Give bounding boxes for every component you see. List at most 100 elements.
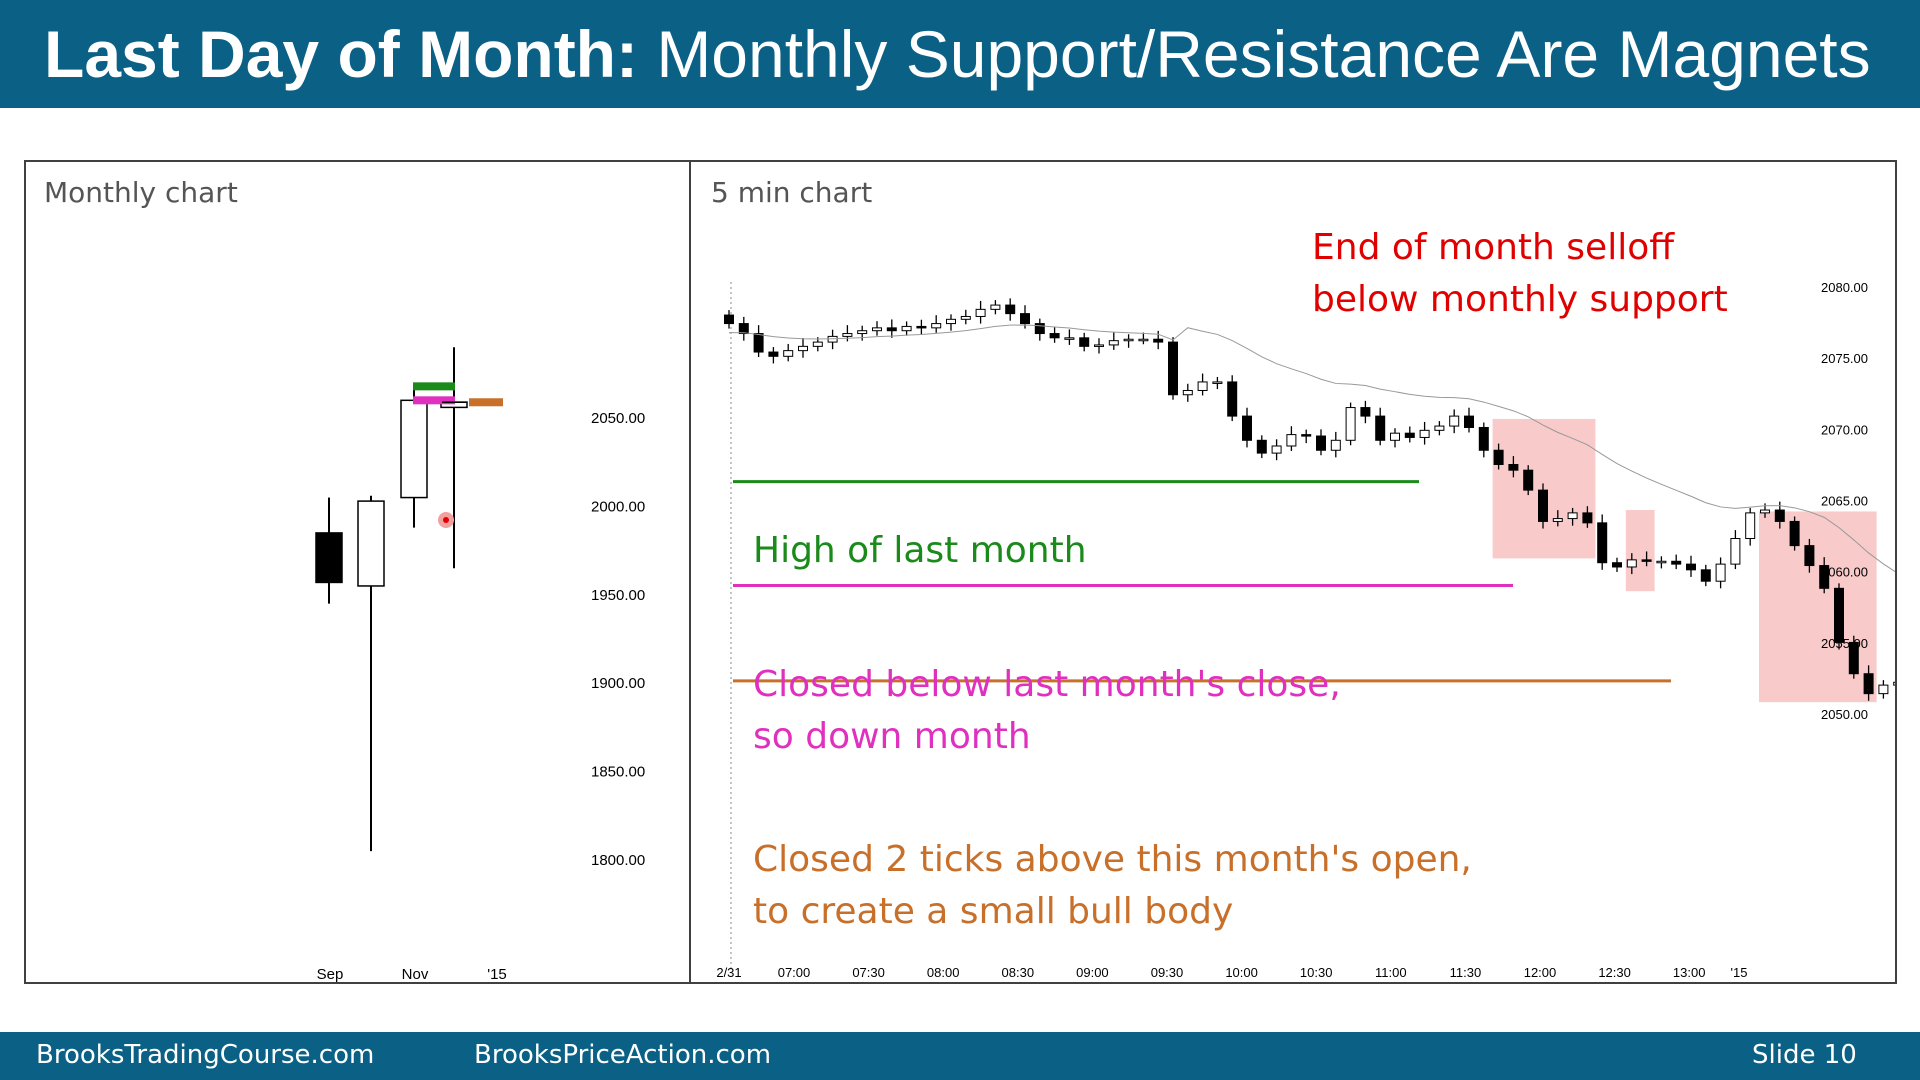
candle-body bbox=[1700, 569, 1711, 582]
monthly-x-tick-label: Nov bbox=[402, 966, 429, 982]
annotation-closed-below: Closed below last month's close, so down… bbox=[753, 659, 1341, 763]
five-min-chart: 2080.00 2075.00 2070.00 2065.00 2060.00 2055.… bbox=[716, 280, 1895, 980]
candle-body bbox=[1404, 432, 1415, 438]
candle-body bbox=[975, 308, 986, 317]
candle-body bbox=[1893, 681, 1895, 686]
candle-body bbox=[960, 315, 971, 320]
five-min-x-tick-label: 12:00 bbox=[1524, 965, 1557, 980]
candle-body bbox=[1242, 415, 1252, 441]
candle-body bbox=[886, 327, 897, 332]
annotation-selloff: End of month selloff below monthly suppo… bbox=[1312, 222, 1728, 326]
five-min-x-tick-label: 11:30 bbox=[1450, 965, 1482, 980]
candle-body bbox=[1597, 522, 1608, 564]
moving-average-line bbox=[728, 324, 1895, 573]
candle-body bbox=[916, 325, 927, 329]
monthly-candle-body bbox=[400, 399, 428, 499]
slide-header: Last Day of Month: Monthly Support/Resis… bbox=[0, 0, 1920, 108]
five-min-x-tick-label: 07:00 bbox=[778, 965, 811, 980]
candle-body bbox=[1612, 562, 1622, 568]
candle-body bbox=[1049, 333, 1060, 339]
candle-body bbox=[1330, 439, 1341, 451]
candle-body bbox=[1360, 407, 1371, 417]
candle-body bbox=[1375, 415, 1386, 441]
candle-body bbox=[1745, 512, 1756, 540]
five-min-x-tick-label: 08:00 bbox=[927, 965, 960, 980]
candle-body bbox=[1552, 518, 1563, 522]
annotation-closed-below-line2: so down month bbox=[753, 716, 1031, 757]
monthly-x-tick-label: '15 bbox=[487, 966, 507, 982]
five-min-chart-panel: 2080.00 2075.00 2070.00 2065.00 2060.00 2055.… bbox=[689, 160, 1897, 984]
candle-body bbox=[1182, 389, 1193, 396]
candle-body bbox=[1256, 439, 1267, 454]
candle-body bbox=[1464, 415, 1474, 428]
monthly-chart-panel: 2050.00 2000.00 1950.00 1900.00 1850.00 1800.… bbox=[24, 160, 691, 984]
candle-body bbox=[901, 325, 912, 332]
candle-body bbox=[1567, 512, 1578, 520]
annotation-high-line1: High of last month bbox=[753, 530, 1087, 571]
annotation-high-last-month: High of last month bbox=[753, 525, 1087, 577]
candle-body bbox=[857, 330, 868, 335]
monthly-y-tick-label: 1900.00 bbox=[591, 675, 645, 692]
footer-site-left[interactable]: BrooksTradingCourse.com bbox=[36, 1040, 375, 1070]
candle-body bbox=[768, 351, 779, 357]
candle-body bbox=[1020, 313, 1030, 325]
annotation-open-line2: to create a small bull body bbox=[753, 891, 1234, 932]
candle-body bbox=[1449, 415, 1460, 427]
candle-body bbox=[1626, 559, 1637, 568]
five-min-x-tick-label: 07:30 bbox=[852, 965, 885, 980]
candle-body bbox=[1523, 469, 1534, 491]
candle-body bbox=[1538, 489, 1548, 522]
candle-body bbox=[1715, 563, 1726, 582]
candle-body bbox=[1686, 563, 1696, 571]
candle-body bbox=[1760, 509, 1770, 514]
five-min-x-tick-label: 08:30 bbox=[1002, 965, 1035, 980]
five-min-y-tick-label: 2075.00 bbox=[1821, 351, 1868, 366]
candle-body bbox=[1878, 684, 1889, 695]
annotation-closed-above-open: Closed 2 ticks above this month's open, … bbox=[753, 834, 1472, 938]
candle-body bbox=[1212, 381, 1223, 384]
monthly-candle-body bbox=[315, 532, 343, 584]
footer-site-center[interactable]: BrooksPriceAction.com bbox=[474, 1040, 772, 1070]
candle-body bbox=[872, 327, 882, 332]
five-min-x-tick-label: 13:00 bbox=[1673, 965, 1706, 980]
slide-footer: BrooksTradingCourse.com BrooksPriceActio… bbox=[0, 1032, 1920, 1080]
monthly-y-tick-label: 1850.00 bbox=[591, 764, 645, 781]
five-min-x-tick-label: '15 bbox=[1731, 965, 1748, 980]
five-min-x-tick-label: 10:30 bbox=[1300, 965, 1333, 980]
five-min-y-tick-label: 2050.00 bbox=[1821, 707, 1868, 722]
candle-body bbox=[1079, 337, 1090, 347]
candle-body bbox=[1094, 344, 1104, 347]
candle-body bbox=[724, 314, 734, 325]
candle-body bbox=[842, 333, 853, 337]
slide-number: Slide 10 bbox=[1752, 1040, 1857, 1070]
candle-body bbox=[1108, 340, 1119, 346]
candle-body bbox=[753, 333, 764, 353]
five-min-y-tick-label: 2065.00 bbox=[1821, 494, 1868, 509]
highlight-box bbox=[1759, 511, 1877, 703]
candle-body bbox=[1819, 565, 1830, 589]
candle-body bbox=[1834, 587, 1844, 643]
candle-body bbox=[1168, 341, 1178, 396]
monthly-close-marker bbox=[413, 396, 455, 405]
candle-body bbox=[798, 345, 808, 352]
candle-body bbox=[1641, 559, 1652, 562]
candle-body bbox=[1434, 425, 1445, 431]
monthly-candle-body bbox=[357, 500, 385, 587]
candle-body bbox=[1493, 449, 1504, 465]
candle-body bbox=[1005, 304, 1016, 315]
five-min-chart-title: 5 min chart bbox=[711, 176, 873, 209]
candle-body bbox=[783, 350, 794, 357]
candle-body bbox=[1508, 463, 1519, 471]
candle-body bbox=[1197, 381, 1208, 391]
monthly-y-tick-label: 1800.00 bbox=[591, 852, 645, 869]
five-min-x-tick-label: 09:30 bbox=[1151, 965, 1184, 980]
monthly-high-marker bbox=[413, 382, 455, 391]
monthly-chart-title: Monthly chart bbox=[44, 176, 238, 209]
slide-title-bold: Last Day of Month: bbox=[44, 17, 638, 91]
monthly-y-tick-label: 2000.00 bbox=[591, 498, 645, 515]
candle-body bbox=[1863, 673, 1874, 695]
candle-body bbox=[1064, 337, 1075, 340]
candle-body bbox=[1774, 509, 1785, 522]
candle-body bbox=[812, 341, 823, 347]
highlight-box bbox=[1625, 510, 1655, 592]
